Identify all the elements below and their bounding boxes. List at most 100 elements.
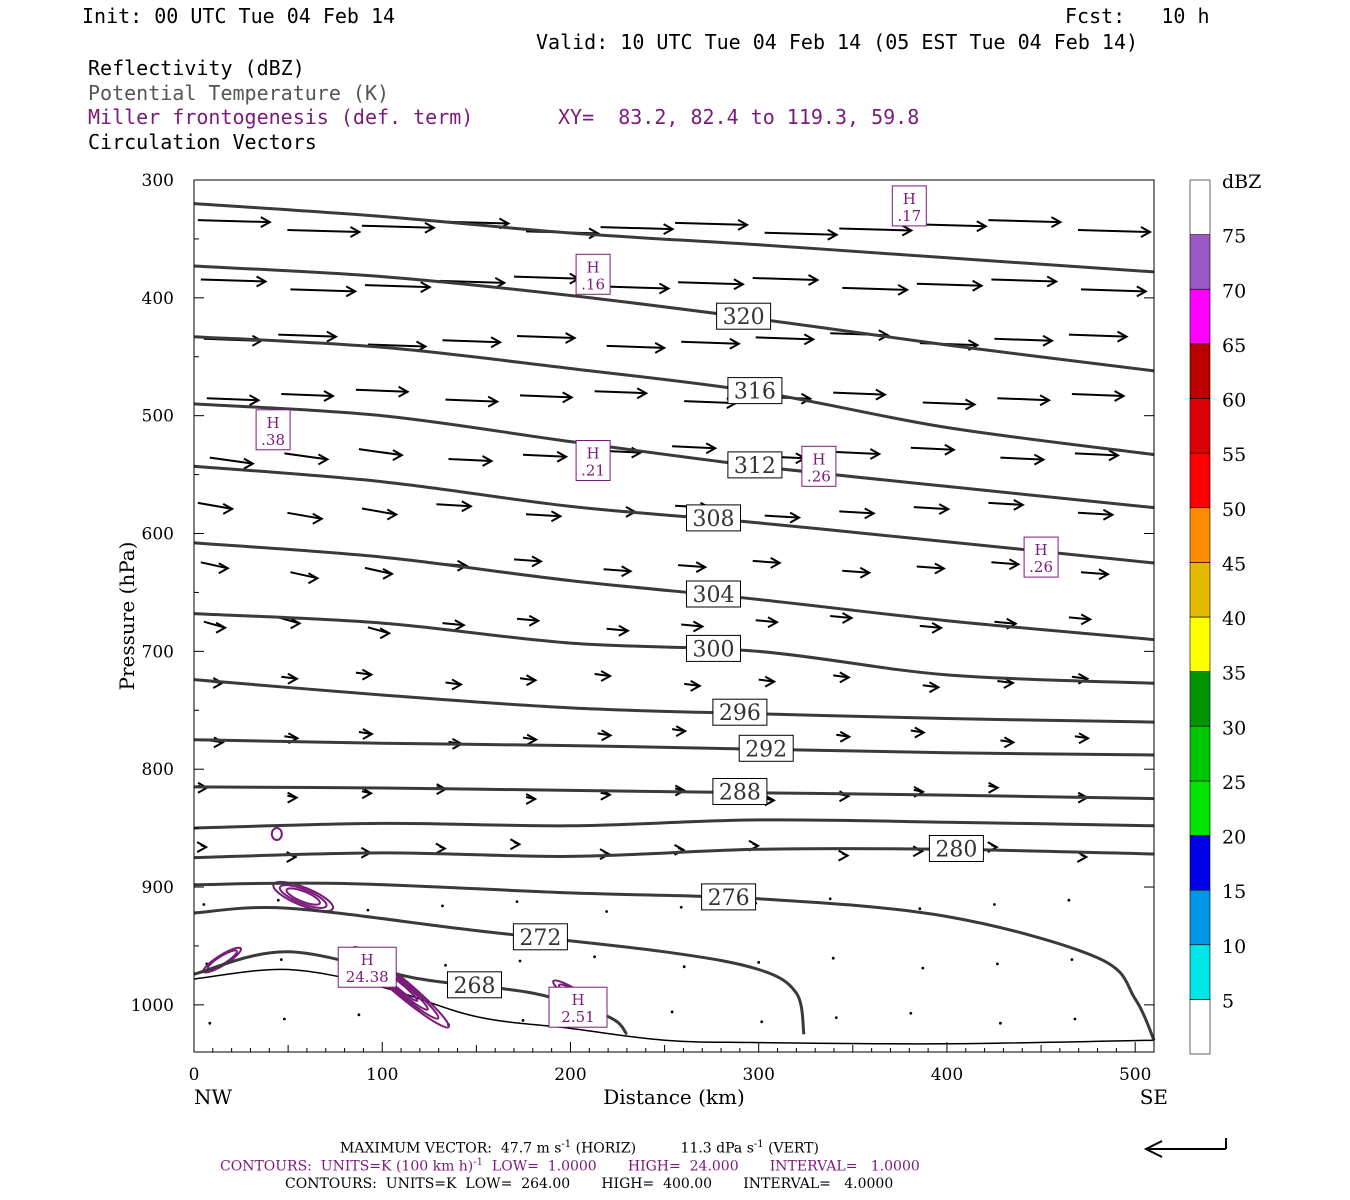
circulation-vector-head [864,507,876,520]
theta-label: 304 [693,583,735,608]
legend-level: 20 [1222,827,1246,849]
circulation-vector [839,510,874,515]
circulation-vector-head [842,612,854,624]
circulation-vector-head [361,787,374,800]
circulation-vector [444,963,447,967]
circulation-vector [839,227,912,232]
circulation-vector-head [215,621,228,634]
field-theta: Potential Temperature (K) [88,81,390,105]
circulation-vector [991,278,1057,283]
theta-contour-280 [193,847,1155,860]
theta-contour-292 [193,738,1155,757]
circulation-vector [606,344,665,349]
frontogenesis-max-letter: H [587,445,600,463]
circulation-vector [760,1020,764,1024]
circulation-vector-head [1008,558,1021,571]
circulation-vector-head [663,223,675,235]
frontogenesis-max-value: .26 [1029,558,1053,576]
circulation-vector-head [654,342,667,354]
frontogenesis-max-box [1023,536,1059,578]
circulation-vector [516,335,575,339]
theta-contour-296 [193,678,1155,724]
circulation-vector [594,390,647,395]
theta-label-box [686,580,741,608]
circulation-vector-head [345,285,358,298]
circulation-vector [757,961,761,964]
circulation-vector-head [1013,499,1025,511]
circulation-vector-head [729,337,741,350]
frontogenesis-max-letter: H [587,258,600,276]
circulation-vector-head [934,562,946,575]
circulation-vector-head [307,572,320,585]
circulation-vector [518,959,522,963]
circulation-vector [202,903,206,906]
theta-label: 276 [708,886,750,911]
x-tick-label: 100 [366,1065,398,1085]
theta-label-box [512,923,568,951]
theta-label: 316 [734,380,776,405]
theta-contour-320 [193,264,1155,373]
theta-label-box [712,778,768,805]
circulation-vector-head [636,387,649,400]
legend-level: 5 [1222,990,1234,1012]
circulation-vector [913,506,949,511]
circulation-vector [921,966,925,970]
theta-label-box [716,302,772,330]
circulation-vector-head [733,278,745,291]
theta-label-box [712,698,768,726]
circulation-vector [367,343,426,348]
circulation-vector [287,511,322,520]
circulation-vector [603,285,669,290]
circulation-vector [361,507,397,516]
circulation-vector-head [705,442,718,455]
circulation-vector [200,561,229,570]
x-axis-label: Distance (km) [603,1085,745,1109]
circulation-vector-head [287,791,299,804]
circulation-vector-head [349,226,362,238]
theta-label: 292 [745,737,787,762]
y-tick-label: 1000 [131,996,174,1016]
circulation-vector [525,513,561,518]
x-end-label-nw: NW [194,1085,233,1109]
circulation-vector [355,388,408,393]
circulation-vector [600,226,673,231]
circulation-vector [521,1019,525,1022]
theta-label-box [727,451,783,479]
circulation-vector-head [1108,449,1121,462]
circulation-vector-head [938,503,951,515]
circulation-vector [209,456,254,465]
circulation-vector-head [392,449,404,461]
legend-unit: dBZ [1222,171,1261,193]
legend-level: 30 [1222,717,1246,739]
circulation-vector [364,284,430,289]
circulation-vector [278,333,336,338]
theta-contour-308 [193,464,1155,565]
forecast-hour: Fcst: 10 h [1065,4,1210,28]
circulation-vector-head [1117,330,1129,343]
circulation-vector-head [658,282,671,295]
theta-label: 288 [719,781,761,806]
circulation-vector [752,277,818,281]
circulation-vector-head [621,565,633,578]
circulation-vector [834,1016,838,1019]
legend-swatch [1189,507,1211,563]
x-tick-label: 400 [931,1065,963,1085]
theta-contours: 320 316 312 308 304 300 296 292 288 280 276 272 268 [193,202,1156,1041]
legend-level: 70 [1222,280,1246,302]
circulation-vector-head [550,510,563,523]
circulation-vector-head [976,220,988,233]
circulation-vector [442,339,501,344]
max-vector-vert-label: (HORIZ) 11.3 dPa s [571,1140,754,1157]
y-tick-label: 300 [142,171,174,191]
legend-swatch [1189,562,1211,618]
circulation-vector [682,965,686,969]
circulation-vector [755,619,778,624]
y-tick-label: 600 [142,525,174,545]
circulation-vector [764,231,837,236]
circulation-vector [910,446,954,451]
circulation-vector-head [323,390,336,402]
circulation-vector-head [901,224,914,237]
circulation-vector-head [764,675,777,688]
theta-label-box [738,734,794,762]
circulation-vector-head [1098,568,1111,581]
